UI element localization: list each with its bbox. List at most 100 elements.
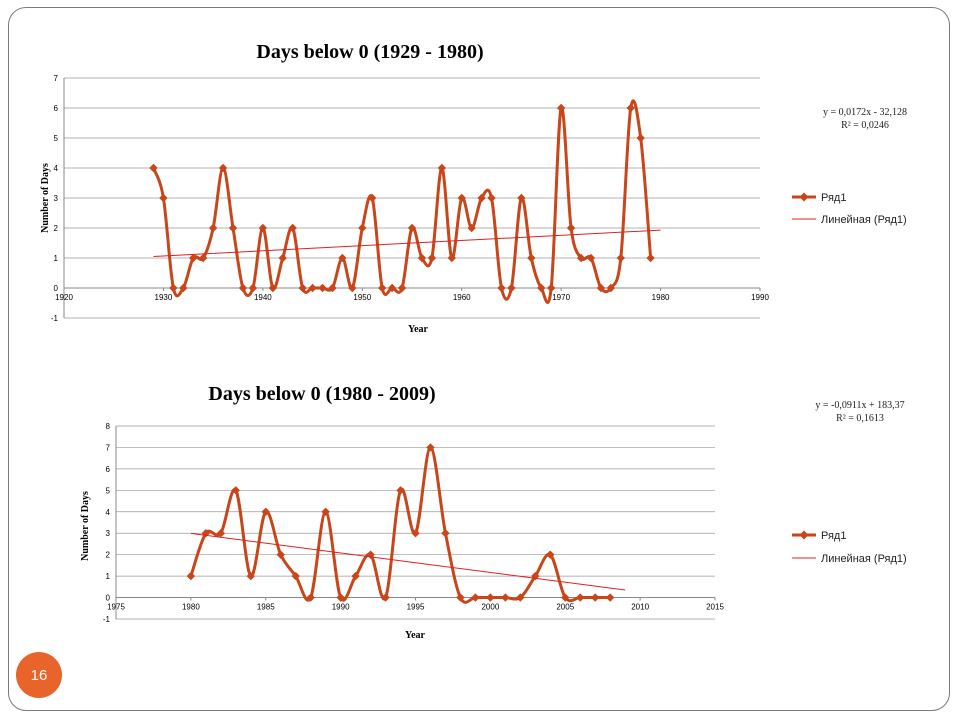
trendline-r-squared: R² = 0,0246 — [841, 120, 889, 131]
y-tick-label: 6 — [54, 104, 59, 113]
data-point — [368, 193, 377, 203]
data-point — [497, 283, 506, 293]
data-point — [336, 593, 345, 602]
slide-frame — [8, 7, 950, 711]
y-tick-label: 7 — [54, 74, 59, 83]
data-point — [427, 253, 437, 263]
data-point — [407, 223, 417, 233]
data-point — [387, 283, 397, 293]
data-point — [441, 529, 450, 538]
x-tick-label: 2005 — [556, 603, 574, 612]
legend-series-label: Ряд1 — [821, 192, 846, 204]
data-point — [246, 571, 255, 581]
data-point — [591, 593, 600, 602]
data-point — [516, 593, 525, 602]
y-tick-label: 5 — [54, 134, 59, 143]
data-point — [348, 283, 357, 293]
data-point — [566, 223, 576, 233]
x-tick-label: 1980 — [182, 603, 200, 612]
data-point — [646, 253, 655, 263]
data-point — [238, 283, 248, 293]
legend-series-label: Ряд1 — [821, 530, 846, 542]
data-point — [208, 223, 218, 233]
x-axis-title: Year — [405, 630, 426, 641]
data-point — [298, 283, 307, 293]
x-tick-label: 1930 — [155, 293, 173, 302]
data-point — [268, 283, 277, 293]
x-tick-label: 1990 — [751, 293, 769, 302]
data-point — [228, 223, 238, 233]
data-point — [358, 223, 367, 233]
data-point — [605, 593, 615, 602]
data-point — [396, 486, 405, 495]
legend: Ряд1 Линейная (Ряд1) — [792, 530, 907, 565]
x-tick-label: 1985 — [257, 603, 275, 612]
x-tick-label: 1995 — [407, 603, 425, 612]
data-point — [531, 571, 540, 581]
series-line — [152, 99, 653, 305]
trendline — [190, 532, 626, 591]
data-point — [626, 103, 635, 113]
y-tick-label: 1 — [54, 254, 59, 263]
data-point — [517, 193, 526, 203]
data-point — [318, 283, 327, 293]
data-point — [437, 163, 447, 173]
y-tick-label: 0 — [54, 284, 59, 293]
y-tick-label: 8 — [106, 422, 111, 431]
legend-series-marker — [799, 530, 809, 540]
y-tick-label: 1 — [106, 572, 111, 581]
data-point — [258, 223, 268, 233]
y-tick-label: 6 — [106, 465, 111, 474]
data-point — [308, 283, 317, 293]
data-point — [636, 133, 645, 143]
data-point — [507, 283, 516, 293]
trendline-r-squared: R² = 0,1613 — [836, 413, 884, 424]
data-point — [486, 593, 495, 602]
data-point — [328, 283, 337, 293]
data-point — [276, 550, 285, 559]
y-tick-label: 4 — [54, 164, 59, 173]
data-point — [261, 507, 270, 516]
data-point — [248, 283, 258, 293]
data-point — [426, 443, 435, 452]
data-point — [471, 593, 480, 602]
legend-series-marker — [799, 192, 809, 202]
x-tick-label: 1980 — [652, 293, 670, 302]
x-tick-label: 1940 — [254, 293, 272, 302]
data-point — [381, 593, 390, 602]
data-point — [338, 253, 347, 263]
data-point — [457, 193, 466, 203]
x-tick-label: 1960 — [453, 293, 471, 302]
data-point — [169, 283, 178, 293]
data-point — [288, 223, 297, 233]
y-tick-label: 7 — [106, 443, 111, 452]
trendline — [153, 229, 661, 257]
y-tick-label: 2 — [54, 224, 59, 233]
data-point — [199, 253, 208, 263]
x-tick-label: 2010 — [631, 603, 649, 612]
data-point — [546, 550, 555, 559]
y-tick-label: 2 — [106, 551, 111, 560]
data-point — [576, 593, 585, 602]
x-tick-label: 2000 — [481, 603, 499, 612]
data-point — [467, 223, 476, 233]
data-point — [447, 253, 456, 263]
data-point — [456, 593, 465, 602]
plot-area: -1 0 1 2 3 4 5 6 7 8 1975 1980 1985 1990 1995 2000 2005 2… — [103, 422, 725, 624]
x-tick-label: 1920 — [55, 293, 73, 302]
x-tick-label: 1950 — [353, 293, 371, 302]
x-tick-label: 2015 — [706, 603, 724, 612]
y-tick-label: 0 — [106, 594, 111, 603]
y-axis-title: Number of Days — [80, 491, 91, 561]
data-point — [231, 486, 240, 495]
legend: Ряд1 Линейная (Ряд1) — [792, 192, 907, 226]
data-point — [501, 593, 510, 602]
data-point — [561, 593, 570, 602]
data-point — [179, 283, 188, 293]
data-point — [321, 507, 330, 516]
y-tick-label: -1 — [51, 314, 59, 323]
data-point — [417, 253, 427, 263]
data-point — [477, 193, 486, 203]
y-tick-label: 4 — [106, 508, 111, 517]
data-point — [576, 253, 586, 263]
